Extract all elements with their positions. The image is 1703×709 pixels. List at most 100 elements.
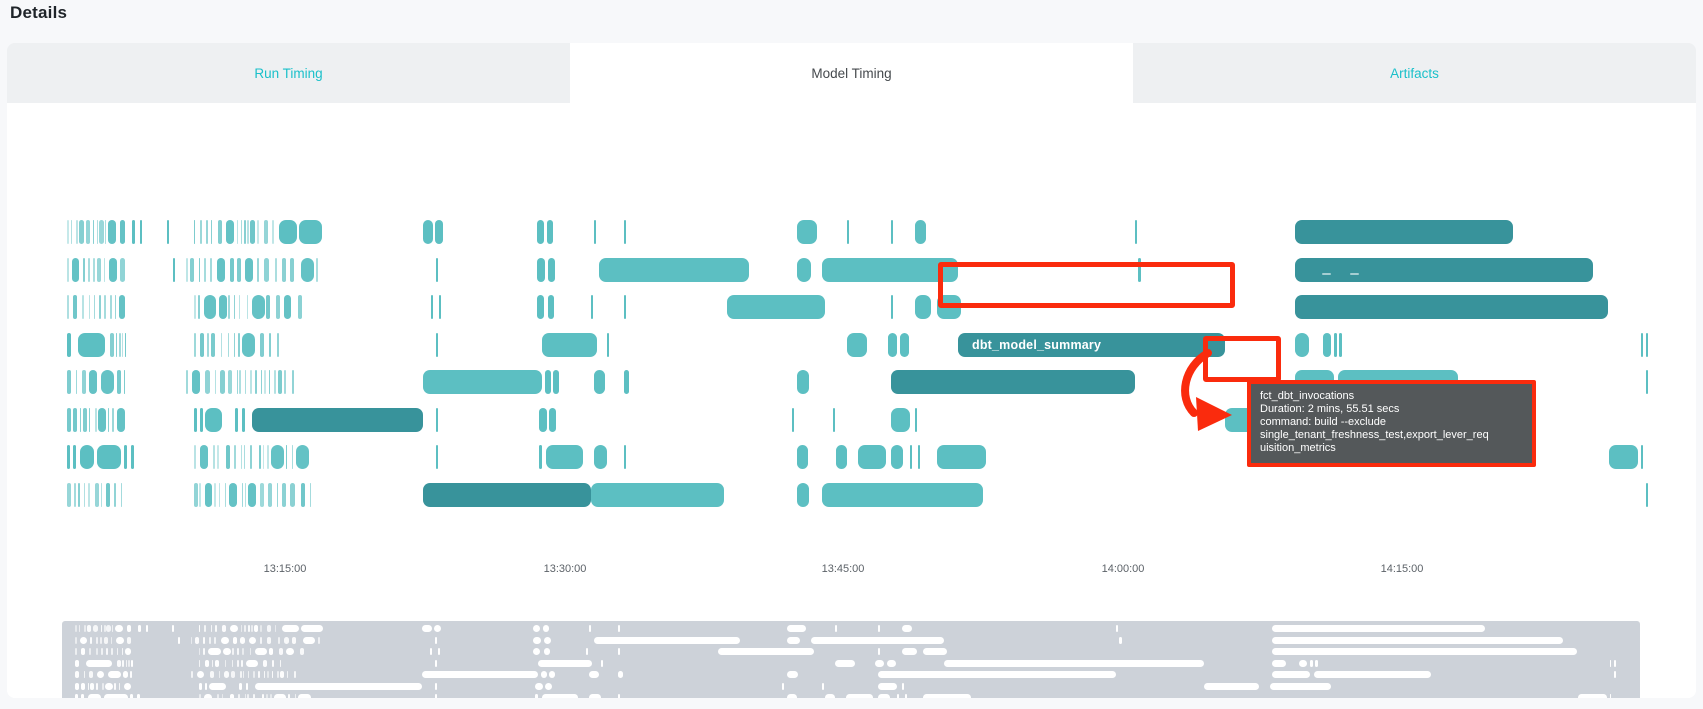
timeline-bar[interactable] [119,332,121,357]
timeline-bar[interactable] [192,370,200,394]
timeline-bar[interactable] [269,332,272,357]
timeline-bar[interactable] [548,295,554,319]
timeline-bar[interactable] [74,482,76,507]
timeline-bar[interactable] [80,407,82,432]
timeline-bar[interactable] [257,220,259,244]
timeline-bar[interactable] [119,257,125,282]
timeline-bar[interactable] [1295,332,1309,357]
timeline-bar[interactable] [220,370,225,394]
timeline-bar[interactable] [537,220,544,244]
timeline-bar[interactable] [224,482,226,507]
timeline-bar[interactable] [250,220,255,244]
timeline-bar[interactable] [242,332,256,357]
timeline-bar[interactable] [277,370,282,394]
timeline-bar[interactable] [546,445,583,469]
timeline-bar[interactable] [267,482,273,507]
timeline-bar[interactable] [236,370,238,394]
timeline-bar[interactable] [267,445,269,469]
timeline-bar[interactable] [1339,332,1342,357]
timeline-bar[interactable] [67,407,72,432]
timeline-bar[interactable] [260,482,265,507]
timeline-bar[interactable] [252,407,423,432]
timeline-bar[interactable] [115,332,117,357]
timeline-bar[interactable] [260,370,262,394]
timeline-bar[interactable] [186,370,188,394]
timeline-bar[interactable] [281,257,287,282]
timeline-bar[interactable] [88,407,90,432]
timeline-bar[interactable] [214,370,216,394]
timeline-bar[interactable] [281,482,287,507]
timeline-bar[interactable] [256,257,259,282]
timeline-bar[interactable] [82,407,87,432]
timeline-bar[interactable] [276,482,278,507]
timeline-bar[interactable] [1135,220,1137,244]
timeline-bar[interactable] [250,445,253,469]
timeline-bar[interactable] [1323,332,1331,357]
timeline-bar[interactable] [248,482,256,507]
timeline-bar[interactable] [229,482,238,507]
timeline-bar[interactable] [109,295,112,319]
timeline-bar[interactable] [107,407,109,432]
timeline-bar[interactable] [599,257,749,282]
timeline-bar[interactable] [114,482,116,507]
timeline-bar[interactable] [284,370,286,394]
timeline-bar[interactable] [97,445,121,469]
timeline-bar[interactable] [85,220,91,244]
timeline-bar[interactable] [279,220,297,244]
timeline-bar[interactable] [67,370,72,394]
timeline-bar[interactable] [240,220,243,244]
timeline-bar[interactable] [204,482,213,507]
summary-bar[interactable]: dbt_model_summary [958,332,1225,357]
timeline-bar[interactable] [836,445,847,469]
timeline-bar[interactable] [233,332,236,357]
timeline-bar[interactable] [237,332,240,357]
timeline-bar[interactable] [200,407,203,432]
timeline-bar[interactable] [198,257,200,282]
timeline-bar[interactable] [238,295,241,319]
timeline-bar[interactable] [205,370,210,394]
timeline-bar[interactable] [131,445,134,469]
timeline-bar[interactable] [207,332,209,357]
timeline-bar[interactable] [1641,332,1643,357]
timeline-bar[interactable] [624,445,626,469]
timeline-bar[interactable] [1295,257,1593,282]
timeline-bar[interactable] [114,295,117,319]
timeline-bar[interactable] [900,332,909,357]
timeline-bar[interactable] [213,445,215,469]
timeline-bar[interactable] [276,295,281,319]
timeline-bar[interactable] [436,445,438,469]
timeline-bar[interactable] [891,220,893,244]
timeline-bar[interactable] [78,332,105,357]
timeline-bar[interactable] [847,332,867,357]
timeline-bar[interactable] [241,445,243,469]
timeline-bar[interactable] [1295,295,1608,319]
timeline-bar[interactable] [205,407,222,432]
timeline-bar[interactable] [915,295,931,319]
timeline-bar[interactable] [94,295,96,319]
timeline-bar[interactable] [219,295,227,319]
timeline-bar[interactable] [594,370,605,394]
timeline-bar[interactable] [95,482,100,507]
timeline-bar[interactable] [110,332,115,357]
timeline-bar[interactable] [210,332,216,357]
timeline-bar[interactable] [797,220,817,244]
timeline-bar[interactable] [190,257,195,282]
timeline-bar[interactable] [98,407,106,432]
timeline-bar[interactable] [937,445,986,469]
timeline-bar[interactable] [624,370,629,394]
timeline-bar[interactable] [239,370,241,394]
timeline-bar[interactable] [217,220,222,244]
timeline-bar[interactable] [82,257,85,282]
timeline-bar[interactable] [1609,445,1638,469]
timeline-bar[interactable] [104,220,107,244]
timeline-bar[interactable] [67,220,69,244]
timeline-bar[interactable] [237,220,239,244]
timeline-bar[interactable] [292,445,294,469]
timeline-bar[interactable] [104,295,106,319]
timeline-bar[interactable] [103,257,105,282]
timeline-bar[interactable] [199,482,202,507]
timeline-bar[interactable] [67,332,71,357]
timeline-bar[interactable] [1295,220,1513,244]
timeline-bar[interactable] [76,370,78,394]
timeline-bar[interactable] [226,220,235,244]
